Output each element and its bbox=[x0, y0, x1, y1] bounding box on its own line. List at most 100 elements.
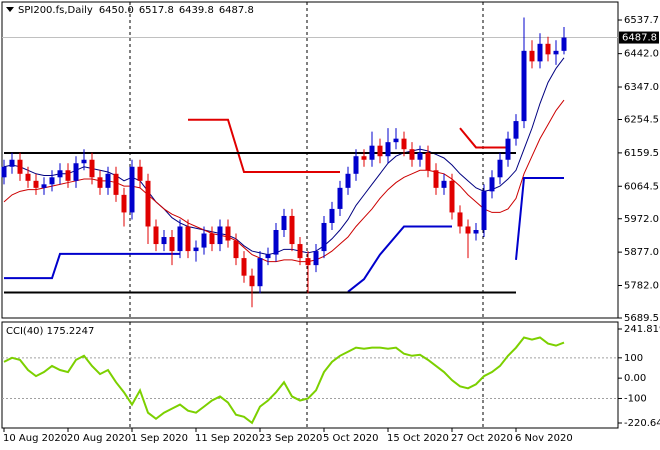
cci-panel bbox=[1, 321, 619, 429]
candle-body bbox=[265, 254, 271, 259]
candle-body bbox=[33, 180, 39, 188]
candle-body bbox=[473, 229, 479, 234]
candle-body bbox=[161, 237, 167, 245]
candle-body bbox=[537, 43, 543, 62]
y-tick-label: 6442.0 bbox=[624, 49, 659, 60]
x-tick-label: 11 Sep 2020 bbox=[195, 433, 258, 444]
indicator-line bbox=[188, 118, 508, 174]
indicator-line bbox=[3, 57, 565, 256]
candle-body bbox=[57, 170, 63, 178]
candle-body bbox=[305, 258, 311, 266]
y-tick-label: 100 bbox=[624, 353, 643, 364]
y-tick-label: 6064.5 bbox=[624, 181, 659, 192]
candle-body bbox=[529, 50, 535, 62]
candle-body bbox=[433, 170, 439, 188]
candle-body bbox=[153, 226, 159, 245]
menu-triangle bbox=[6, 7, 14, 12]
candle-body bbox=[353, 156, 359, 174]
header-value: 6487.8 bbox=[219, 5, 254, 16]
candle-body bbox=[105, 173, 111, 188]
cci-line bbox=[3, 336, 565, 425]
candle-body bbox=[193, 247, 199, 252]
candle-body bbox=[561, 37, 567, 51]
x-tick-label: 27 Oct 2020 bbox=[451, 433, 513, 444]
indicator-line bbox=[3, 99, 565, 263]
y-tick-label: 5972.0 bbox=[624, 214, 659, 225]
candle-body bbox=[129, 166, 135, 213]
candle-body bbox=[377, 145, 383, 157]
candle-body bbox=[521, 50, 527, 122]
y-tick-label: 0.00 bbox=[624, 373, 646, 384]
candle-body bbox=[273, 229, 279, 255]
candle-body bbox=[49, 177, 55, 185]
candle-body bbox=[457, 212, 463, 227]
y-tick-label: 6537.7 bbox=[624, 15, 659, 26]
candle-body bbox=[505, 138, 511, 160]
x-tick-label: 1 Sep 2020 bbox=[131, 433, 188, 444]
candle-body bbox=[121, 194, 127, 213]
candle-body bbox=[113, 173, 119, 195]
candle-body bbox=[145, 180, 151, 227]
candle-body bbox=[9, 159, 15, 167]
x-tick-label: 20 Aug 2020 bbox=[67, 433, 131, 444]
candle-body bbox=[393, 138, 399, 143]
candle-body bbox=[25, 173, 31, 181]
candle-body bbox=[497, 159, 503, 178]
period-separators bbox=[129, 2, 484, 428]
candle-body bbox=[513, 121, 519, 139]
candle-body bbox=[361, 156, 367, 160]
y-tick-label: 241.8193 bbox=[624, 324, 660, 335]
candle-body bbox=[321, 222, 327, 252]
candle-body bbox=[97, 177, 103, 188]
y-tick-label: 6347.0 bbox=[624, 82, 659, 93]
y-tick-label: -100 bbox=[624, 393, 647, 404]
header-value: 6450.0 bbox=[99, 5, 134, 16]
candle-body bbox=[385, 142, 391, 157]
candle-body bbox=[81, 159, 87, 164]
indicator-line bbox=[4, 177, 564, 293]
candle-body bbox=[217, 226, 223, 245]
cci-value: 175.2247 bbox=[47, 326, 95, 337]
candle-body bbox=[553, 50, 559, 55]
candle-body bbox=[209, 233, 215, 245]
candle-body bbox=[1, 166, 7, 178]
candle-body bbox=[489, 177, 495, 192]
y-tick-label: 5782.0 bbox=[624, 281, 659, 292]
candle-body bbox=[417, 152, 423, 160]
x-tick-label: 6 Nov 2020 bbox=[515, 433, 573, 444]
candle-body bbox=[369, 145, 375, 160]
candle-body bbox=[257, 258, 263, 287]
y-tick-label: 5689.5 bbox=[624, 313, 659, 324]
candle-body bbox=[169, 237, 175, 252]
y-tick-label: -220.640 bbox=[624, 418, 660, 429]
cci-label: CCI(40) 175.2247 bbox=[6, 326, 94, 337]
candle-body bbox=[313, 251, 319, 266]
candle-body bbox=[545, 43, 551, 55]
candle-body bbox=[233, 240, 239, 259]
candle-body bbox=[137, 166, 143, 181]
candle-body bbox=[17, 159, 23, 174]
candle-body bbox=[297, 244, 303, 259]
candle-body bbox=[241, 258, 247, 276]
y-tick-label: 6254.5 bbox=[624, 115, 659, 126]
candle-body bbox=[345, 173, 351, 188]
candle-body bbox=[289, 215, 295, 245]
candle-body bbox=[329, 208, 335, 223]
y-tick-label: 5877.0 bbox=[624, 247, 659, 258]
candle-body bbox=[425, 152, 431, 171]
price-tag: 6487.8 bbox=[622, 33, 657, 44]
candle-body bbox=[481, 191, 487, 230]
candle-body bbox=[249, 275, 255, 287]
candle-body bbox=[73, 163, 79, 181]
candle-body bbox=[337, 187, 343, 209]
main-panel bbox=[1, 1, 619, 319]
candle-body bbox=[225, 226, 231, 241]
candle-body bbox=[65, 170, 71, 181]
candle-body bbox=[401, 138, 407, 150]
candle-body bbox=[409, 149, 415, 160]
candle-body bbox=[41, 184, 47, 188]
candle-body bbox=[441, 180, 447, 188]
candle-body bbox=[465, 226, 471, 234]
candle-body bbox=[201, 233, 207, 248]
